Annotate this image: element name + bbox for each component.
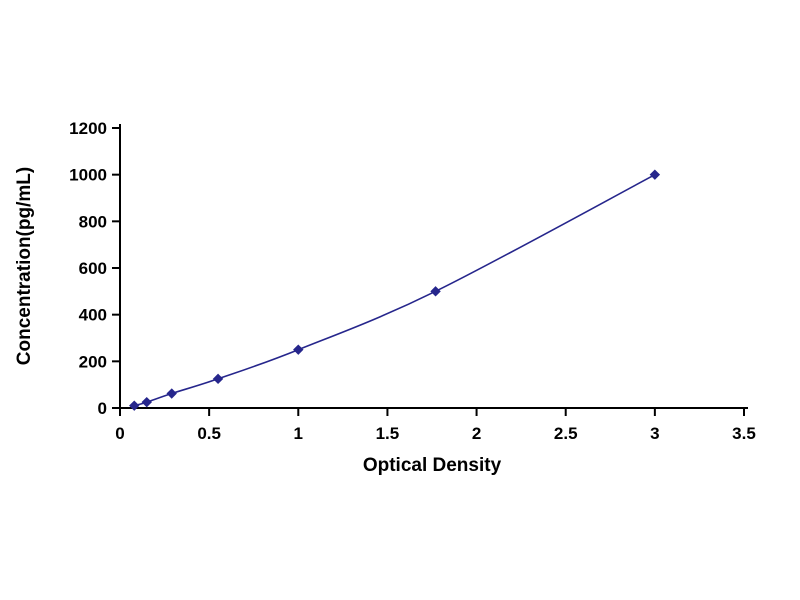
x-tick-label: 3 — [650, 424, 659, 443]
y-tick-label: 1000 — [69, 166, 107, 185]
x-axis-label: Optical Density — [363, 455, 502, 476]
y-tick-label: 0 — [98, 399, 107, 418]
y-axis-label: Concentration(pg/mL) — [14, 167, 35, 365]
x-tick-label: 2.5 — [554, 424, 578, 443]
data-point-marker — [129, 400, 140, 411]
curve-line — [134, 173, 656, 407]
data-point-marker — [141, 396, 152, 408]
x-tick-label: 3.5 — [732, 424, 756, 443]
y-tick-label: 1200 — [69, 119, 107, 138]
x-tick-label: 1.5 — [376, 424, 400, 443]
x-tick-label: 0.5 — [197, 424, 221, 443]
data-point-marker — [430, 286, 441, 297]
x-tick-label: 1 — [294, 424, 303, 443]
data-point-marker — [649, 169, 661, 180]
data-point-marker — [166, 388, 177, 399]
series-layer — [129, 169, 661, 411]
data-point-marker — [293, 344, 304, 355]
y-tick-label: 800 — [79, 212, 107, 231]
x-tick-label: 0 — [115, 424, 124, 443]
y-tick-label: 600 — [79, 259, 107, 278]
data-point-marker — [212, 373, 224, 385]
y-tick-label: 400 — [79, 306, 107, 325]
y-tick-label: 200 — [79, 352, 107, 371]
axes-layer — [119, 124, 748, 409]
ticks-layer: 0 0.5 1 1.5 2 2.5 3 3.5 0 200 400 600 800 1000 1200 — [69, 119, 756, 443]
x-tick-label: 2 — [472, 424, 481, 443]
